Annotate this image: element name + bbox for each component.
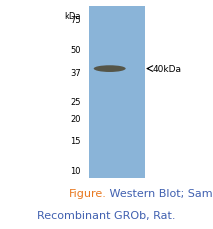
Text: 20: 20: [71, 114, 81, 123]
Text: Western Blot; Sample:: Western Blot; Sample:: [106, 188, 213, 198]
Text: Recombinant GROb, Rat.: Recombinant GROb, Rat.: [37, 210, 176, 220]
Bar: [89, 7, 145, 179]
Text: 10: 10: [71, 166, 81, 175]
Text: Figure.: Figure.: [69, 188, 106, 198]
Text: 50: 50: [71, 46, 81, 55]
Ellipse shape: [94, 66, 126, 73]
Text: 25: 25: [71, 98, 81, 107]
Text: 15: 15: [71, 136, 81, 145]
Text: 75: 75: [70, 16, 81, 25]
Text: 40kDa: 40kDa: [152, 65, 181, 74]
Text: 37: 37: [70, 69, 81, 78]
Text: kDa: kDa: [65, 12, 81, 21]
